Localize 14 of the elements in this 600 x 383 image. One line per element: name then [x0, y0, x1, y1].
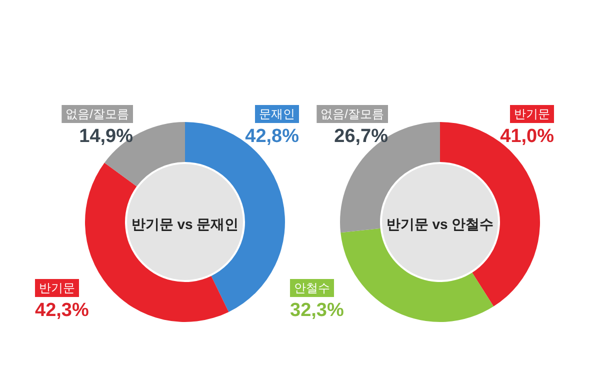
slice-label: 문재인	[259, 107, 295, 121]
data-label: 42,8%	[245, 126, 300, 147]
slice-label: 반기문	[39, 281, 75, 295]
data-label: 26,7%	[334, 126, 388, 147]
data-label: 14,9%	[79, 126, 134, 147]
slice-label: 없음/잘모름	[320, 107, 384, 121]
slice-label: 없음/잘모름	[66, 107, 129, 121]
text: 반기문 vs 문재인	[131, 216, 239, 232]
slice-label: 안철수	[294, 281, 330, 295]
data-label: 42,3%	[35, 300, 89, 321]
slice-label: 반기문	[514, 107, 550, 121]
text: 반기문 vs 안철수	[386, 216, 494, 232]
data-label: 41,0%	[500, 126, 554, 147]
data-label: 32,3%	[290, 300, 344, 321]
